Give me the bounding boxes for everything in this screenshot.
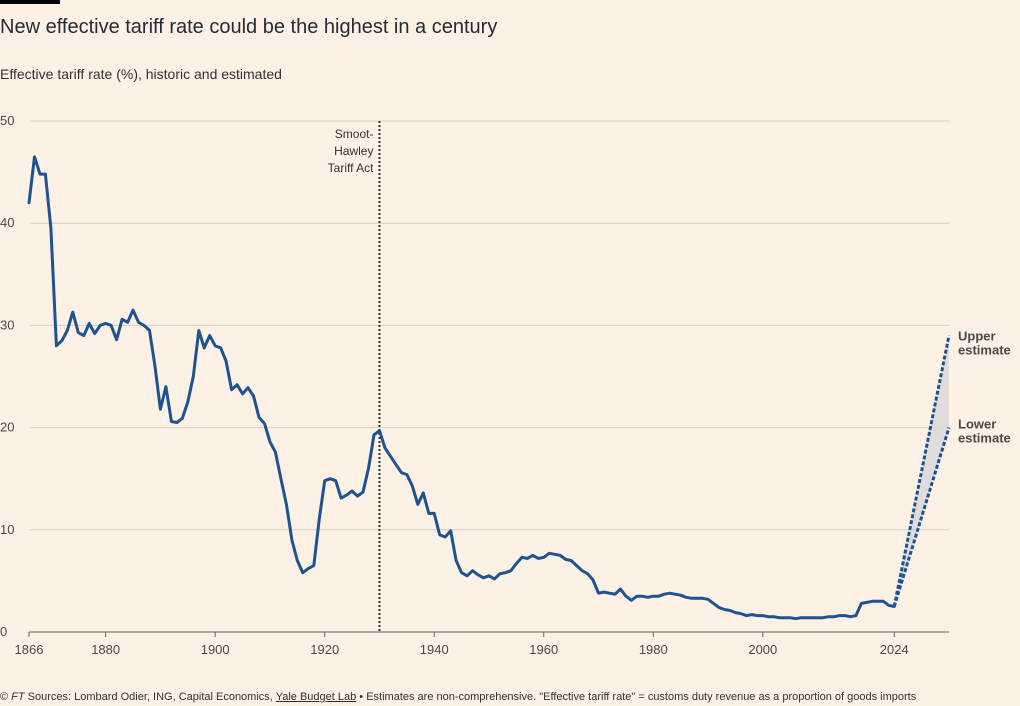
lower-estimate-line [892,427,951,607]
ft-brand: FT [11,691,25,703]
x-tick-label: 1960 [529,642,558,657]
x-tick-label: 1920 [310,642,339,657]
x-tick-label: 1880 [91,642,120,657]
x-tick-label: 2024 [880,642,909,657]
annotation-label: Hawley [334,144,373,158]
chart-title: New effective tariff rate could be the h… [0,16,498,38]
x-tick-label: 1980 [639,642,668,657]
source-link[interactable]: Yale Budget Lab [275,691,357,703]
x-tick-label: 1866 [15,642,44,657]
x-tick-label: 1900 [201,642,230,657]
annotation-label: Smoot- [335,127,374,141]
copyright-symbol: © [0,691,12,703]
y-tick-label: 10 [0,522,14,537]
chart-subtitle: Effective tariff rate (%), historic and … [0,66,282,82]
x-tick-label: 2000 [748,642,777,657]
upper-estimate-label: Upper estimate [958,329,1011,358]
footnote-text: • Estimates are non-comprehensive. "Effe… [356,691,917,703]
y-tick-label: 40 [0,215,14,230]
y-tick-label: 0 [0,624,7,639]
sources-text: Sources: Lombard Odier, ING, Capital Eco… [24,691,276,703]
y-tick-label: 50 [0,113,14,128]
x-tick-label: 1940 [420,642,449,657]
y-tick-label: 20 [0,420,14,435]
y-tick-label: 30 [0,317,14,332]
historic-tariff-line [27,155,896,621]
chart-footer: © FT Sources: Lombard Odier, ING, Capita… [0,691,916,703]
brand-bar [0,0,60,4]
line-chart: 0 10 20 30 40 50 1866 1880 1900 1920 1940 1960 1980 2… [0,113,1011,657]
upper-estimate-line [892,335,951,607]
annotation-label: Tariff Act [328,161,374,175]
lower-estimate-label: Lower estimate [958,417,1011,446]
